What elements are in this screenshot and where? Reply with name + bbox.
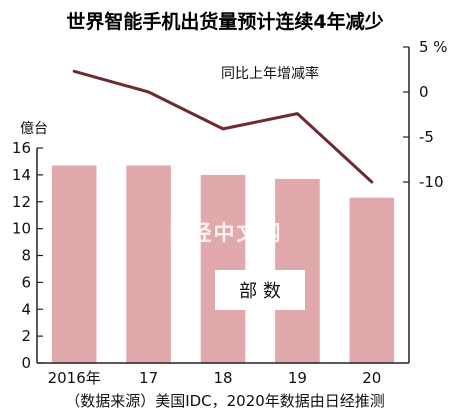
left-y-tick-label: 4 — [21, 300, 31, 318]
watermark: 日经中文网 — [168, 221, 283, 245]
line-series — [72, 69, 374, 184]
axes-layer: 0 2 4 6 8 10 12 14 16 -10 -5 0 5 % — [12, 38, 448, 372]
x-tick-label: 18 — [213, 369, 232, 387]
line-series-label: 同比上年增减率 — [221, 65, 319, 82]
left-y-tick-label: 0 — [21, 354, 31, 372]
bar-annotation: 部 数 — [239, 281, 281, 302]
bars-layer — [51, 165, 395, 363]
right-y-tick-label: 5 % — [419, 38, 448, 56]
chart-title: 世界智能手机出货量预计连续4年减少 — [66, 10, 383, 33]
right-y-tick-label: -10 — [419, 173, 444, 191]
bar-annotation-box — [215, 270, 305, 310]
bar — [126, 165, 171, 363]
x-tick-labels: 2016年 17 18 19 20 — [48, 369, 382, 387]
bar-axis-unit: 億台 — [20, 121, 48, 137]
x-tick-label: 17 — [139, 369, 158, 387]
bar — [349, 197, 395, 363]
right-y-tick-label: -5 — [419, 128, 434, 146]
source-note: （数据来源）美国IDC，2020年数据由日经推测 — [65, 392, 385, 410]
left-y-tick-label: 8 — [21, 247, 31, 265]
left-y-tick-label: 16 — [12, 139, 31, 157]
left-y-tick-label: 6 — [21, 273, 31, 291]
bar — [51, 165, 97, 363]
left-y-tick-label: 10 — [12, 220, 31, 238]
left-y-tick-label: 2 — [21, 327, 31, 345]
bar — [200, 174, 246, 363]
right-y-tick-label: 0 — [419, 83, 429, 101]
left-y-tick-label: 12 — [12, 193, 31, 211]
x-tick-label: 19 — [288, 369, 307, 387]
x-tick-label: 2016年 — [48, 369, 101, 387]
x-tick-label: 20 — [362, 369, 381, 387]
line-layer — [72, 69, 374, 184]
left-y-tick-label: 14 — [12, 166, 31, 184]
